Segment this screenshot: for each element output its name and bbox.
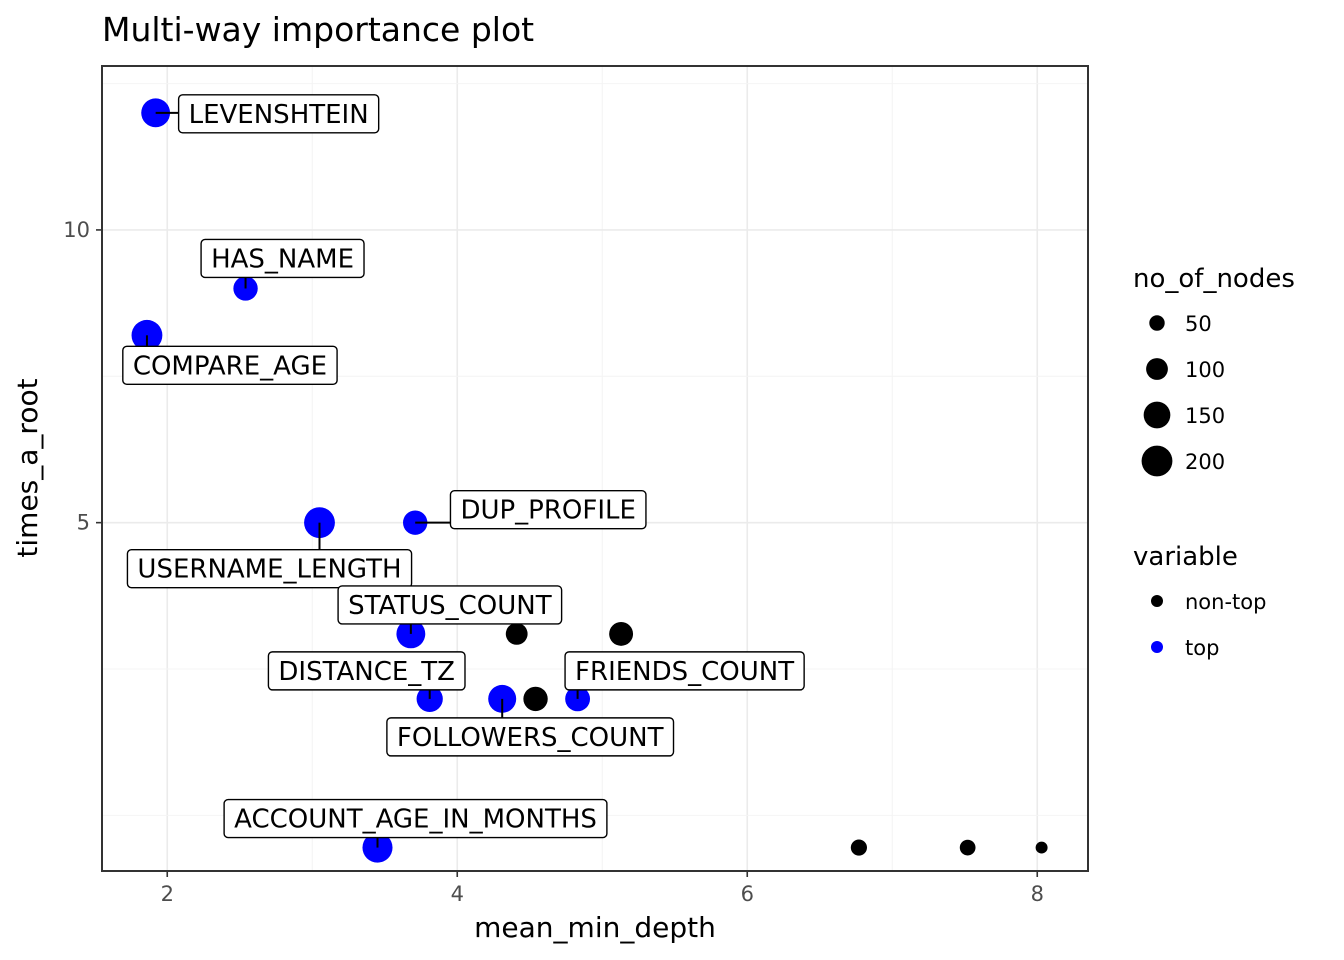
legend-size-key xyxy=(1141,445,1173,477)
label-username-length: USERNAME_LENGTH xyxy=(126,522,413,589)
point-labels: LEVENSHTEIN HAS_NAME COMPARE_AGE USERNAME_L… xyxy=(122,94,805,848)
legend-color-label: non-top xyxy=(1185,590,1266,614)
label-text: FRIENDS_COUNT xyxy=(575,657,794,687)
legend-color-label: top xyxy=(1185,636,1219,660)
x-tick-label: 6 xyxy=(741,882,754,906)
label-followers-count: FOLLOWERS_COUNT xyxy=(386,698,675,757)
point-unlabeled xyxy=(505,622,528,645)
y-tick-label: 5 xyxy=(77,511,90,535)
legend-size-label: 200 xyxy=(1185,450,1225,474)
label-account-age-in-months: ACCOUNT_AGE_IN_MONTHS xyxy=(223,798,608,848)
label-box xyxy=(177,94,380,134)
x-tick-label: 8 xyxy=(1031,882,1044,906)
label-box xyxy=(449,489,647,530)
label-text: COMPARE_AGE xyxy=(133,351,327,381)
point-unlabeled xyxy=(523,686,548,712)
legend-size-entries: 50 100 150 200 xyxy=(1141,312,1225,477)
point-account-age-in-months xyxy=(362,832,393,863)
label-box xyxy=(200,238,365,279)
label-box xyxy=(386,717,675,757)
label-levenshtein: LEVENSHTEIN xyxy=(155,94,380,134)
label-friends-count: FRIENDS_COUNT xyxy=(564,651,805,699)
data-points xyxy=(131,98,1048,863)
label-text: ACCOUNT_AGE_IN_MONTHS xyxy=(234,805,597,835)
label-text: USERNAME_LENGTH xyxy=(137,555,401,585)
point-unlabeled xyxy=(1035,841,1048,854)
label-box xyxy=(337,585,563,625)
y-tick-label: 10 xyxy=(63,218,90,242)
x-tick-label: 4 xyxy=(451,882,464,906)
point-unlabeled xyxy=(609,621,634,646)
legend-size-label: 100 xyxy=(1185,358,1225,382)
x-axis-title: mean_min_depth xyxy=(474,911,716,944)
label-text: STATUS_COUNT xyxy=(348,591,552,621)
legend-size-key xyxy=(1149,315,1165,331)
label-distance-tz: DISTANCE_TZ xyxy=(267,651,466,699)
label-box xyxy=(267,651,466,691)
legend-color-key xyxy=(1151,595,1163,607)
x-axis-ticks: 2 4 6 8 xyxy=(161,871,1044,906)
legend-color-key xyxy=(1151,641,1163,653)
x-tick-label: 2 xyxy=(161,882,174,906)
legend-size-key xyxy=(1146,358,1168,380)
label-box xyxy=(126,548,413,589)
panel-border xyxy=(101,65,1089,872)
legend-size-label: 50 xyxy=(1185,312,1212,336)
label-box xyxy=(564,651,805,691)
label-status-count: STATUS_COUNT xyxy=(337,585,563,634)
label-box xyxy=(122,345,338,386)
legend-size-title: no_of_nodes xyxy=(1133,264,1295,294)
label-has-name: HAS_NAME xyxy=(200,238,365,289)
point-unlabeled xyxy=(850,839,867,856)
label-dup-profile: DUP_PROFILE xyxy=(415,489,647,530)
legend: no_of_nodes 50 100 150 200 variable non-top… xyxy=(1133,264,1295,660)
legend-size-label: 150 xyxy=(1185,404,1225,428)
label-text: LEVENSHTEIN xyxy=(189,100,369,130)
label-box xyxy=(223,798,608,839)
label-text: HAS_NAME xyxy=(211,244,354,274)
label-text: DUP_PROFILE xyxy=(460,496,635,526)
y-axis-ticks: 5 10 xyxy=(63,218,102,535)
label-text: FOLLOWERS_COUNT xyxy=(397,723,664,753)
label-text: DISTANCE_TZ xyxy=(278,657,455,687)
label-compare-age: COMPARE_AGE xyxy=(122,335,338,386)
chart-title: Multi-way importance plot xyxy=(102,10,534,49)
legend-color-title: variable xyxy=(1133,542,1238,572)
legend-size-key xyxy=(1143,401,1171,429)
legend-color-entries: non-top top xyxy=(1151,590,1266,660)
y-axis-title: times_a_root xyxy=(11,378,44,557)
point-unlabeled xyxy=(959,839,976,856)
